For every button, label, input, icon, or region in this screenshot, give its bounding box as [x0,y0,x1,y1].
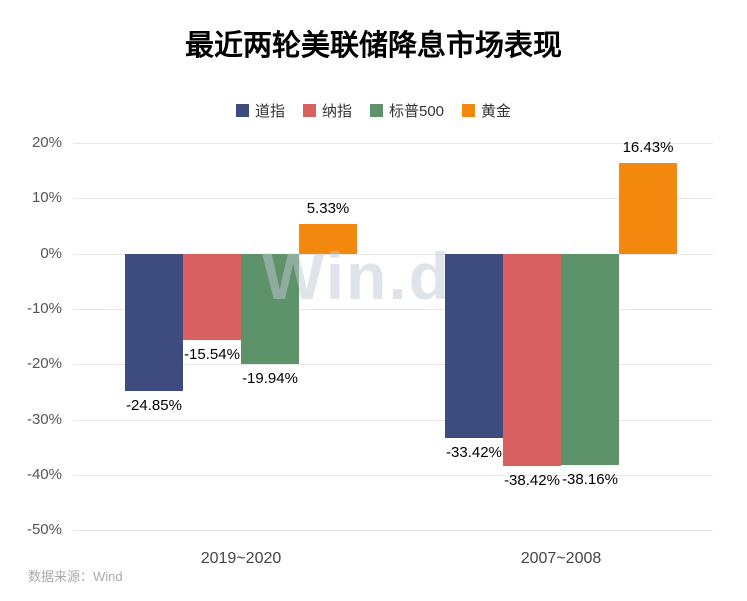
y-axis-tick-label: 0% [40,244,62,262]
legend-swatch-gold [462,104,476,117]
gridline [73,364,713,366]
y-axis-tick-label: -40% [26,465,62,483]
legend-item-nasdaq: 纳指 [302,100,352,121]
bar-纳指-2007~2008 [503,253,561,467]
legend-item-dow: 道指 [235,100,285,121]
bar-标普500-2019~2020 [241,253,299,364]
value-label: -19.94% [242,369,298,387]
legend-item-gold: 黄金 [462,100,511,121]
bar-道指-2007~2008 [445,253,503,439]
gridline [73,253,713,255]
value-label: 16.43% [622,138,674,156]
legend-swatch-sp500 [369,104,383,117]
bar-标普500-2007~2008 [561,253,619,465]
chart-title: 最近两轮美联储降息市场表现 [184,30,562,62]
legend-swatch-nasdaq [302,104,316,117]
x-axis-category-label: 2007~2008 [520,550,602,567]
gridline [73,530,713,532]
value-label: -33.42% [446,444,502,462]
value-label: -38.16% [562,470,618,488]
legend-label-gold: 黄金 [481,103,512,120]
value-label: 5.33% [306,200,350,218]
bar-黄金-2019~2020 [299,224,357,254]
gridline [73,474,713,476]
legend-label-sp500: 标普500 [388,103,445,120]
y-axis-tick-label: -20% [26,355,62,373]
gridline [73,419,713,421]
legend: 道指 纳指 标普500 黄金 [0,100,747,121]
y-axis-tick-label: -10% [26,299,62,317]
data-source: 数据来源：Wind [28,569,123,584]
y-axis-tick-label: -50% [26,521,62,539]
legend-label-nasdaq: 纳指 [321,103,352,120]
gridline [73,198,713,200]
bar-道指-2019~2020 [125,253,183,391]
gridline [73,308,713,310]
value-label: -15.54% [184,345,240,363]
gridline [73,143,713,144]
bar-纳指-2019~2020 [183,253,241,340]
legend-label-dow: 道指 [254,103,285,120]
x-axis-category-label: 2019~2020 [200,550,282,567]
y-axis-tick-label: 10% [31,189,62,207]
y-axis-tick-label: 20% [31,134,62,151]
legend-item-sp500: 标普500 [369,100,445,121]
value-label: -24.85% [126,397,182,415]
bar-黄金-2007~2008 [619,162,677,254]
y-axis-tick-label: -30% [26,410,62,428]
value-label: -38.42% [504,472,560,490]
legend-swatch-dow [235,104,249,117]
